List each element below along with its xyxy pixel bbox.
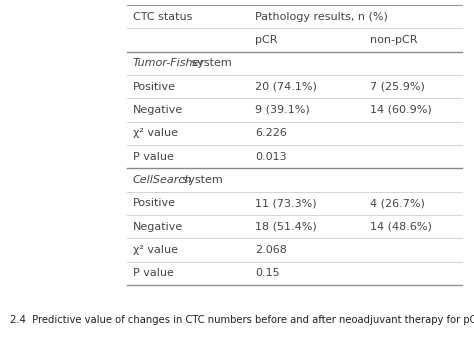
Text: 2.068: 2.068 (255, 245, 287, 255)
Text: Positive: Positive (133, 82, 176, 92)
Text: Negative: Negative (133, 105, 183, 115)
Text: 2.4  Predictive value of changes in CTC numbers before and after neoadjuvant the: 2.4 Predictive value of changes in CTC n… (10, 315, 474, 325)
Text: system: system (179, 175, 223, 185)
Text: pCR: pCR (255, 35, 277, 45)
Text: 14 (60.9%): 14 (60.9%) (370, 105, 432, 115)
Text: χ² value: χ² value (133, 245, 178, 255)
Text: 7 (25.9%): 7 (25.9%) (370, 82, 425, 92)
Text: Negative: Negative (133, 222, 183, 232)
Text: CellSearch: CellSearch (133, 175, 192, 185)
Text: 11 (73.3%): 11 (73.3%) (255, 198, 317, 208)
Text: 0.013: 0.013 (255, 152, 287, 162)
Text: 0.15: 0.15 (255, 268, 280, 278)
Text: 18 (51.4%): 18 (51.4%) (255, 222, 317, 232)
Text: 20 (74.1%): 20 (74.1%) (255, 82, 317, 92)
Text: non-pCR: non-pCR (370, 35, 418, 45)
Text: Positive: Positive (133, 198, 176, 208)
Text: CTC status: CTC status (133, 12, 192, 22)
Text: Pathology results, n (%): Pathology results, n (%) (255, 12, 388, 22)
Text: Tumor-Fisher: Tumor-Fisher (133, 58, 205, 68)
Text: 14 (48.6%): 14 (48.6%) (370, 222, 432, 232)
Text: 6.226: 6.226 (255, 128, 287, 138)
Text: χ² value: χ² value (133, 128, 178, 138)
Text: system: system (188, 58, 232, 68)
Text: 9 (39.1%): 9 (39.1%) (255, 105, 310, 115)
Text: P value: P value (133, 152, 174, 162)
Text: P value: P value (133, 268, 174, 278)
Text: 4 (26.7%): 4 (26.7%) (370, 198, 425, 208)
